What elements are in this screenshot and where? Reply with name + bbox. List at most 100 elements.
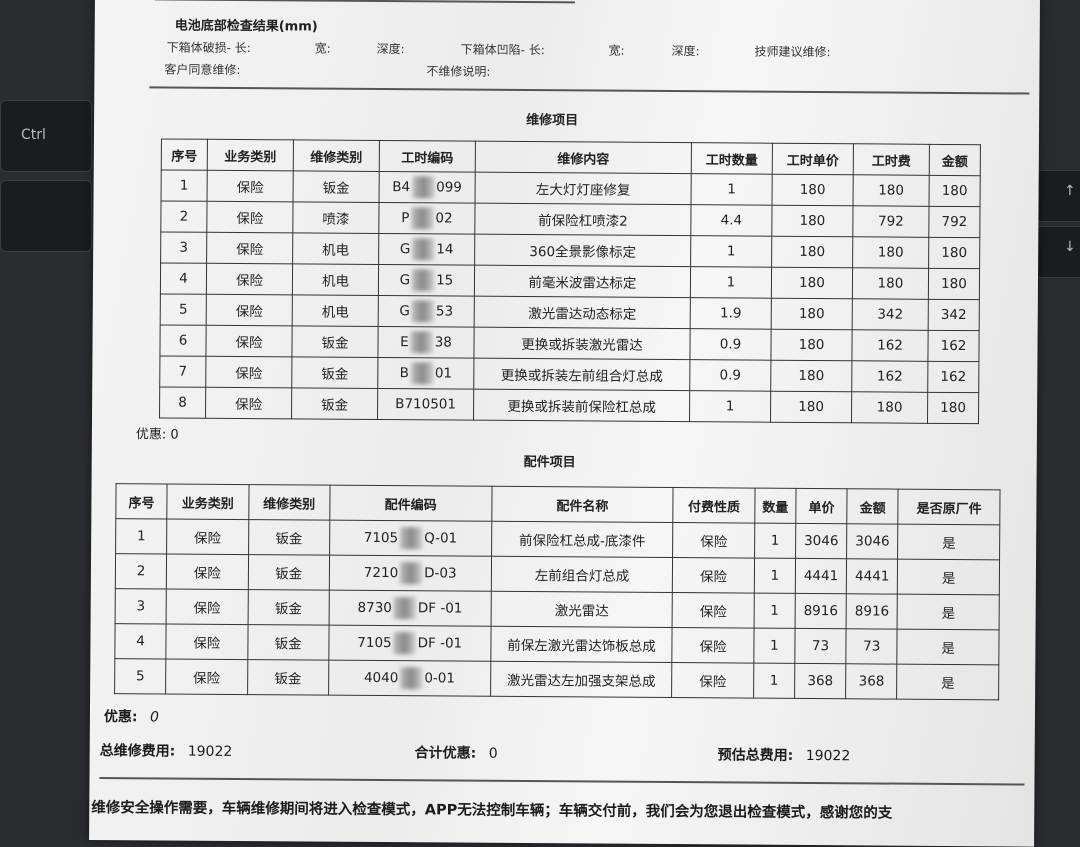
code-prefix: G: [399, 241, 411, 258]
code-suffix: DF -01: [417, 635, 463, 652]
cell-no: 2: [160, 200, 208, 233]
top-divider: [154, 0, 575, 4]
cell-type: 钣金: [247, 589, 330, 626]
cell-content: 左大灯灯座修复: [475, 172, 692, 205]
cell-biz: 保险: [206, 232, 293, 264]
cell-fee: 180: [852, 267, 929, 300]
cell-biz: 保险: [205, 325, 293, 357]
code-prefix: E: [400, 334, 409, 351]
cell-no: 3: [115, 588, 167, 625]
cell-unit: 180: [771, 205, 854, 237]
cell-price: 73: [794, 628, 847, 664]
cell-qty: 1: [689, 390, 771, 423]
code-suffix: DF -01: [417, 600, 463, 617]
estimated-total-value: 19022: [805, 747, 851, 765]
total-fee: 总维修费用: 19022: [100, 740, 233, 761]
cell-oem: 是: [897, 629, 1000, 665]
up-arrow-icon: ↑: [1064, 183, 1076, 199]
column-header: 金额: [929, 144, 981, 176]
code-prefix: 7210: [363, 564, 399, 582]
cell-type: 钣金: [248, 519, 330, 556]
cell-qty: 1: [691, 173, 773, 206]
cell-price: 3046: [795, 523, 848, 559]
field-label: 宽:: [314, 41, 331, 56]
code-suffix: Q-01: [424, 530, 458, 547]
cell-unit: 180: [770, 329, 853, 361]
cell-amount: 8916: [846, 593, 898, 630]
estimated-total-label: 预估总费用:: [717, 747, 794, 764]
cell-type: 机电: [292, 294, 379, 327]
cell-type: 钣金: [291, 356, 378, 389]
total-discount: 合计优惠: 0: [415, 742, 498, 763]
down-arrow-key: ↓: [1035, 226, 1080, 278]
cell-biz: 保险: [206, 294, 293, 326]
cell-no: 4: [160, 262, 207, 295]
cell-content: 前保险杠喷漆2: [474, 203, 692, 236]
cell-fee: 180: [851, 391, 928, 424]
cell-unit: 180: [771, 236, 853, 268]
code-suffix: 14: [436, 241, 454, 258]
cell-oem: 是: [897, 559, 1000, 595]
cell-qty: 1: [754, 523, 796, 559]
cell-content: 更换或拆装左前组合灯总成: [473, 358, 690, 391]
cell-name: 前保左激光雷达饰板总成: [490, 626, 673, 663]
cell-biz: 保险: [165, 659, 248, 695]
cell-no: 5: [114, 658, 167, 695]
total-fee-value: 19022: [187, 743, 233, 760]
column-header: 工时编码: [379, 140, 476, 173]
code-suffix: 01: [434, 365, 453, 382]
cell-name: 激光雷达左加强支架总成: [490, 661, 673, 698]
battery-fields-row2: 客户同意维修: 不维修说明:: [164, 60, 925, 78]
column-header: 付费性质: [673, 487, 755, 524]
parts-discount-value: 0: [149, 709, 159, 726]
cell-code: G 14: [378, 233, 475, 266]
cell-fee: 162: [851, 329, 929, 362]
cell-no: 3: [160, 231, 207, 264]
cell-biz: 保险: [166, 519, 249, 555]
cell-type: 机电: [292, 263, 379, 296]
code-prefix: B: [399, 365, 409, 382]
cell-fee: 792: [852, 205, 930, 238]
cell-code: B4 099: [379, 171, 476, 204]
cell-pay: 保险: [672, 557, 755, 594]
cell-qty: 0.9: [689, 359, 771, 392]
column-header: 工时数量: [691, 142, 773, 175]
cell-type: 钣金: [291, 325, 379, 358]
redaction-blur: [410, 331, 433, 354]
cell-no: 8: [159, 386, 206, 419]
total-discount-value: 0: [488, 745, 498, 762]
field-label: 客户同意维修:: [164, 62, 241, 78]
code-prefix: G: [399, 272, 411, 289]
divider: [149, 86, 1030, 95]
cell-price: 4441: [795, 558, 847, 594]
column-header: 序号: [161, 138, 208, 171]
cell-biz: 保险: [206, 263, 293, 295]
field-label: 深度:: [376, 41, 405, 57]
cell-qty: 1: [754, 558, 796, 594]
parts-discount: 优惠: 0: [104, 706, 159, 726]
code-prefix: 7105: [363, 529, 399, 547]
column-header: 配件名称: [491, 486, 674, 523]
field-label: 宽:: [608, 43, 625, 58]
column-header: 业务类别: [207, 139, 294, 171]
cell-unit: 180: [771, 267, 853, 299]
cell-pay: 保险: [672, 592, 755, 629]
cell-price: 368: [794, 663, 847, 699]
code-prefix: B4: [392, 179, 411, 196]
cell-type: 机电: [292, 232, 379, 265]
cell-no: 6: [159, 324, 207, 357]
code-prefix: 4040: [363, 669, 399, 687]
cell-amount: 180: [928, 268, 980, 300]
redaction-blur: [400, 527, 423, 550]
cell-name: 前保险杠总成-底漆件: [491, 521, 674, 558]
safety-notice: 维修安全操作需要，车辆维修期间将进入检查模式，APP无法控制车辆；车辆交付前，我…: [91, 799, 893, 822]
code-suffix: 0-01: [424, 670, 456, 687]
cell-biz: 保险: [166, 589, 248, 625]
parts-title: 配件项目: [523, 455, 576, 471]
cell-qty: 0.9: [689, 328, 772, 361]
code-suffix: 099: [436, 179, 462, 196]
battery-fields-row1: 下箱体破损- 长: 宽: 深度: 下箱体凹陷- 长: 宽: 深度: 技师建议维修…: [167, 39, 927, 60]
column-header: 数量: [754, 488, 797, 524]
cell-qty: 1: [690, 266, 772, 299]
column-header: 工时单价: [772, 143, 854, 175]
